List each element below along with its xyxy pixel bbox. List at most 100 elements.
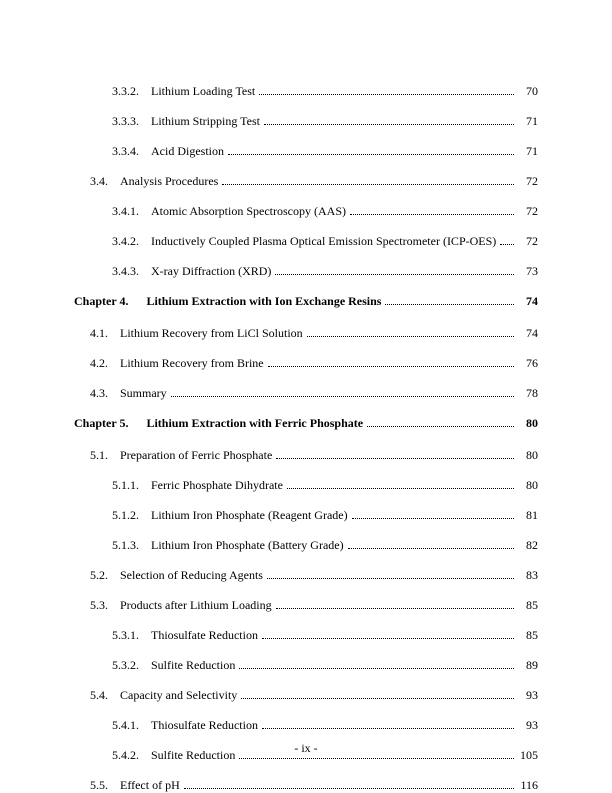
toc-entry-title: Selection of Reducing Agents [108,568,263,583]
toc-entry: Chapter 4.Lithium Extraction with Ion Ex… [74,294,538,309]
toc-entry-number: Chapter 5. [74,416,128,431]
toc-entry-page: 72 [518,174,538,189]
toc-entry: 5.3.1.Thiosulfate Reduction 85 [74,628,538,643]
toc-entry: 5.4.Capacity and Selectivity93 [74,688,538,703]
toc-entry-number: 4.1. [90,326,108,341]
toc-entry-number: 3.3.2. [112,84,139,99]
toc-entry-title: Lithium Iron Phosphate (Battery Grade) [139,538,344,553]
toc-entry-number: 3.4.3. [112,264,139,279]
toc-entry-page: 78 [518,386,538,401]
toc-leader [241,698,514,699]
toc-entry-number: 5.4.1. [112,718,139,733]
toc-entry: 5.4.1.Thiosulfate Reduction 93 [74,718,538,733]
toc-entry-page: 72 [518,234,538,249]
toc-entry-page: 93 [518,718,538,733]
toc-entry: 3.3.3.Lithium Stripping Test 71 [74,114,538,129]
toc-entry: 3.4.1.Atomic Absorption Spectroscopy (AA… [74,204,538,219]
toc-leader [239,758,514,759]
toc-entry-title: Lithium Extraction with Ion Exchange Res… [128,294,381,309]
toc-entry-number: 5.4. [90,688,108,703]
toc-entry-title: Lithium Loading Test [139,84,255,99]
toc-entry-page: 116 [518,778,538,793]
toc-entry-page: 80 [518,478,538,493]
toc-entry: 5.3.2.Sulfite Reduction 89 [74,658,538,673]
toc-leader [385,304,514,305]
toc-entry: 3.3.4.Acid Digestion 71 [74,144,538,159]
toc-entry-title: Summary [108,386,167,401]
toc-leader [307,336,514,337]
table-of-contents: 3.3.2.Lithium Loading Test703.3.3.Lithiu… [74,84,538,793]
toc-entry-page: 93 [518,688,538,703]
toc-entry: 5.1.3.Lithium Iron Phosphate (Battery Gr… [74,538,538,553]
toc-entry-title: Acid Digestion [139,144,224,159]
toc-entry: 5.2.Selection of Reducing Agents 83 [74,568,538,583]
toc-entry-number: 5.1. [90,448,108,463]
toc-entry: 4.1.Lithium Recovery from LiCl Solution7… [74,326,538,341]
toc-entry: 3.4.2.Inductively Coupled Plasma Optical… [74,234,538,249]
toc-entry-page: 76 [518,356,538,371]
toc-entry-page: 70 [518,84,538,99]
toc-entry-number: 4.2. [90,356,108,371]
toc-leader [287,488,514,489]
toc-entry-title: X-ray Diffraction (XRD) [139,264,271,279]
toc-entry-title: Lithium Recovery from LiCl Solution [108,326,303,341]
toc-leader [264,124,514,125]
toc-leader [184,788,514,789]
toc-entry-title: Atomic Absorption Spectroscopy (AAS) [139,204,346,219]
toc-entry: 5.1.2.Lithium Iron Phosphate (Reagent Gr… [74,508,538,523]
toc-entry-title: Sulfite Reduction [139,658,235,673]
toc-entry: 5.1.1.Ferric Phosphate Dihydrate80 [74,478,538,493]
toc-entry-title: Lithium Recovery from Brine [108,356,264,371]
toc-entry: 5.3.Products after Lithium Loading 85 [74,598,538,613]
toc-entry-title: Preparation of Ferric Phosphate [108,448,272,463]
toc-entry-title: Products after Lithium Loading [108,598,272,613]
toc-entry-number: 4.3. [90,386,108,401]
toc-entry-page: 80 [518,448,538,463]
toc-entry: 4.3.Summary 78 [74,386,538,401]
toc-entry-page: 81 [518,508,538,523]
toc-entry-number: 3.4.1. [112,204,139,219]
toc-leader [268,366,514,367]
toc-entry-number: 3.4. [90,174,108,189]
toc-entry-number: 5.5. [90,778,108,793]
toc-entry-number: 5.2. [90,568,108,583]
toc-leader [350,214,514,215]
toc-entry-number: 5.1.2. [112,508,139,523]
toc-entry-title: Analysis Procedures [108,174,218,189]
toc-entry-page: 82 [518,538,538,553]
toc-entry-title: Thiosulfate Reduction [139,628,258,643]
toc-entry-number: 5.3.2. [112,658,139,673]
toc-entry-title: Lithium Stripping Test [139,114,260,129]
toc-entry-page: 89 [518,658,538,673]
toc-leader [500,244,514,245]
toc-leader [222,184,514,185]
toc-entry-page: 73 [518,264,538,279]
toc-entry: 3.4.3.X-ray Diffraction (XRD) 73 [74,264,538,279]
toc-entry: 3.3.2.Lithium Loading Test 70 [74,84,538,99]
toc-entry-title: Thiosulfate Reduction [139,718,258,733]
toc-entry-page: 71 [518,114,538,129]
toc-leader [276,608,514,609]
toc-entry: 5.5.Effect of pH 116 [74,778,538,793]
toc-entry-page: 71 [518,144,538,159]
toc-entry-page: 83 [518,568,538,583]
toc-leader [367,426,514,427]
toc-leader [259,94,514,95]
toc-leader [267,578,514,579]
toc-leader [171,396,514,397]
toc-entry-title: Ferric Phosphate Dihydrate [139,478,283,493]
toc-entry-number: 5.3. [90,598,108,613]
page-number-footer: - ix - [0,741,612,756]
toc-entry-title: Lithium Iron Phosphate (Reagent Grade) [139,508,348,523]
toc-entry-page: 85 [518,628,538,643]
toc-entry-number: Chapter 4. [74,294,128,309]
toc-leader [239,668,514,669]
toc-entry: 3.4.Analysis Procedures 72 [74,174,538,189]
toc-entry-page: 85 [518,598,538,613]
toc-entry-number: 3.3.4. [112,144,139,159]
toc-entry-number: 3.3.3. [112,114,139,129]
toc-entry-number: 5.3.1. [112,628,139,643]
toc-leader [352,518,514,519]
toc-entry-title: Effect of pH [108,778,180,793]
toc-entry-title: Inductively Coupled Plasma Optical Emiss… [139,234,496,249]
